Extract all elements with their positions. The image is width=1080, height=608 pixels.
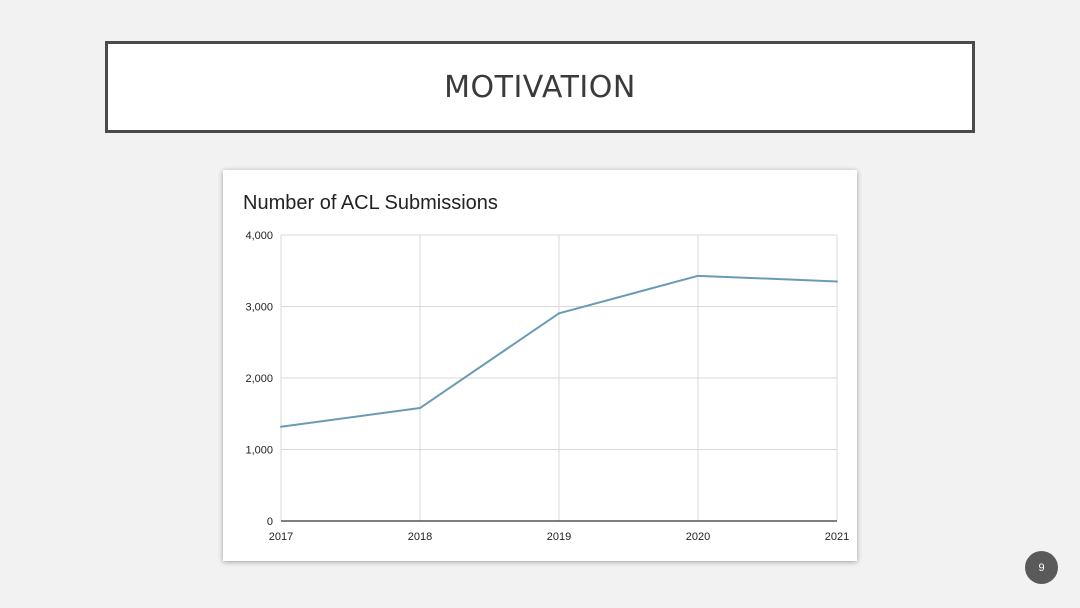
y-tick-label: 2,000 — [245, 373, 273, 385]
data-point — [280, 425, 282, 428]
page-number-badge: 9 — [1025, 551, 1058, 584]
x-tick-label: 2021 — [825, 531, 849, 543]
data-point — [558, 312, 560, 315]
chart-card: Number of ACL Submissions 0 1,000 2,000 3,0… — [223, 170, 857, 561]
data-point — [836, 280, 838, 283]
y-tick-label: 0 — [267, 516, 273, 528]
chart-title: Number of ACL Submissions — [243, 192, 498, 214]
data-point — [419, 407, 421, 410]
x-tick-label: 2017 — [269, 531, 293, 543]
x-tick-label: 2018 — [408, 531, 432, 543]
x-tick-label: 2020 — [686, 531, 710, 543]
y-tick-label: 1,000 — [245, 445, 273, 457]
y-tick-label: 4,000 — [245, 230, 273, 242]
y-tick-label: 3,000 — [245, 302, 273, 314]
data-point — [697, 274, 699, 277]
line-chart: Number of ACL Submissions 0 1,000 2,000 3,0… — [243, 192, 849, 543]
slide-title: MOTIVATION — [444, 69, 636, 105]
slide-title-box: MOTIVATION — [105, 41, 975, 133]
page-number: 9 — [1038, 561, 1045, 574]
x-tick-label: 2019 — [547, 531, 571, 543]
